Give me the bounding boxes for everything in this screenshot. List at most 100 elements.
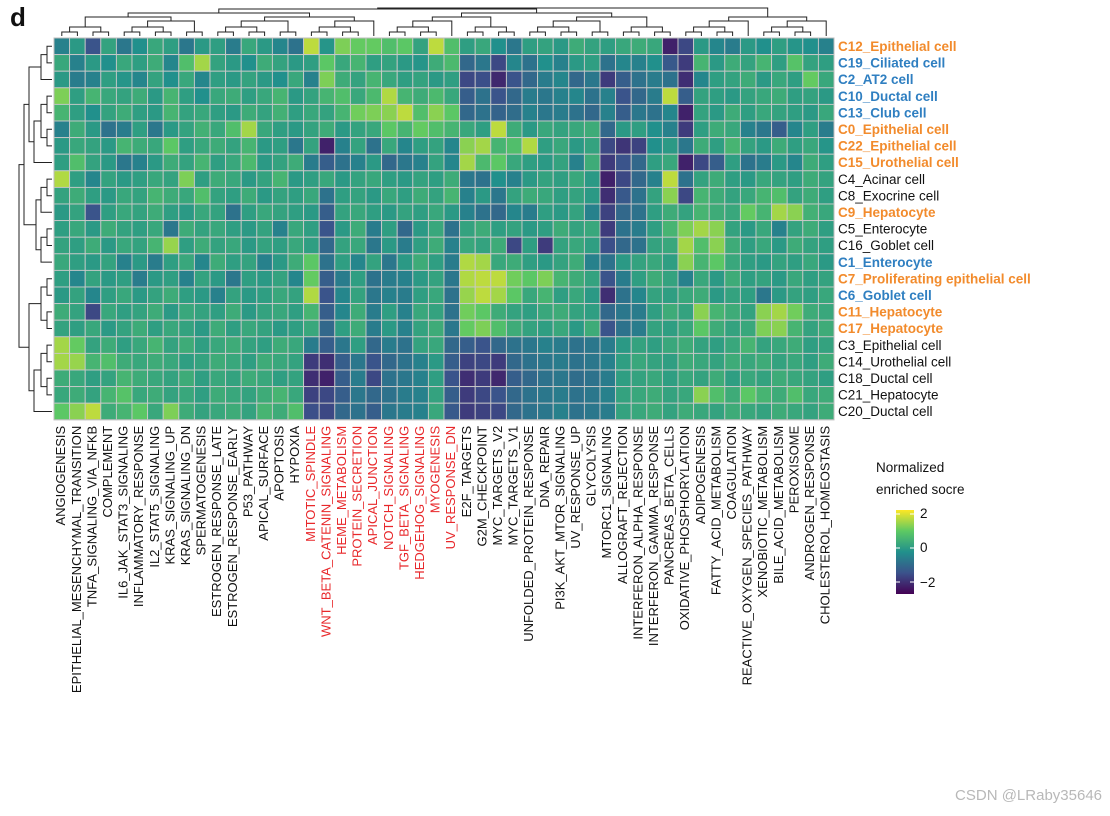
heatmap-cell	[443, 170, 461, 188]
heatmap-cell	[381, 402, 398, 421]
heatmap-cell	[318, 54, 336, 72]
dendrogram-branch	[69, 26, 102, 32]
dendrogram-branch	[537, 26, 570, 32]
heatmap-cell	[583, 236, 601, 255]
heatmap-cell	[505, 87, 523, 105]
heatmap-cell	[147, 87, 164, 105]
row-label: C6_Goblet cell	[838, 288, 932, 303]
heatmap-cell	[817, 220, 835, 238]
heatmap-cell	[381, 54, 398, 72]
heatmap-cell	[53, 369, 71, 388]
heatmap-cell	[693, 170, 710, 188]
heatmap-cell	[661, 402, 679, 421]
dendrogram-branch	[771, 26, 804, 32]
dendrogram-branch	[654, 31, 671, 36]
dendrogram-branch	[318, 26, 351, 32]
heatmap-cell	[131, 137, 149, 155]
heatmap-cell	[661, 286, 679, 305]
heatmap-cell	[381, 286, 398, 305]
dendrogram-branch	[685, 31, 702, 36]
heatmap-cell	[271, 303, 289, 321]
heatmap-cell	[599, 87, 617, 105]
heatmap-cell	[817, 153, 835, 172]
heatmap-cell	[755, 236, 773, 255]
heatmap-cell	[817, 87, 835, 105]
heatmap-cell	[724, 319, 741, 338]
heatmap-cell	[256, 386, 273, 404]
heatmap-cell	[271, 170, 289, 188]
heatmap-cell	[802, 120, 819, 139]
heatmap-cell	[84, 137, 102, 155]
heatmap-cell	[552, 203, 570, 222]
dendrogram-branch	[46, 95, 52, 114]
heatmap-cell	[240, 269, 258, 288]
heatmap-cell	[615, 103, 632, 122]
heatmap-cell	[349, 203, 367, 222]
column-label: INFLAMMATORY_RESPONSE	[131, 425, 146, 607]
heatmap-cell	[318, 186, 336, 205]
heatmap-cell	[334, 70, 351, 89]
heatmap-cell	[271, 269, 289, 288]
heatmap-cell	[100, 137, 117, 155]
heatmap-cell	[474, 87, 492, 105]
heatmap-cell	[365, 186, 383, 205]
heatmap-cell	[209, 170, 227, 188]
heatmap-cell	[178, 120, 195, 139]
heatmap-cell	[521, 70, 539, 89]
heatmap-cell	[84, 303, 102, 321]
heatmap-cell	[708, 137, 726, 155]
heatmap-cell	[552, 120, 570, 139]
column-label: DNA_REPAIR	[537, 426, 552, 508]
heatmap-cell	[537, 269, 554, 288]
heatmap-cell	[552, 137, 570, 155]
heatmap-cell	[69, 386, 86, 404]
heatmap-cell	[334, 220, 351, 238]
heatmap-cell	[755, 87, 773, 105]
heatmap-cell	[396, 220, 414, 238]
heatmap-cell	[147, 402, 164, 421]
heatmap-cell	[334, 236, 351, 255]
heatmap-cell	[365, 369, 383, 388]
heatmap-cell	[256, 369, 273, 388]
row-label: C9_Hepatocyte	[838, 205, 936, 220]
dendrogram-branch	[46, 377, 52, 396]
heatmap-cell	[693, 286, 710, 305]
heatmap-cell	[209, 70, 227, 89]
heatmap-cell	[162, 319, 180, 338]
heatmap-cell	[693, 352, 710, 371]
heatmap-cell	[583, 70, 601, 89]
heatmap-cell	[115, 386, 133, 404]
dendrogram-branch	[708, 20, 749, 36]
heatmap-cell	[599, 137, 617, 155]
heatmap-cell	[412, 286, 429, 305]
heatmap-cell	[53, 303, 71, 321]
heatmap-cell	[147, 253, 164, 271]
heatmap-cell	[396, 203, 414, 222]
dendrogram-branch	[84, 16, 172, 27]
column-label: INTERFERON_ALPHA_RESPONSE	[630, 425, 645, 639]
heatmap-cell	[459, 153, 476, 172]
heatmap-cell	[583, 120, 601, 139]
heatmap-cell	[661, 70, 679, 89]
heatmap-cell	[240, 170, 258, 188]
heatmap-cell	[755, 203, 773, 222]
heatmap-cell	[69, 253, 86, 271]
heatmap-cell	[225, 54, 242, 72]
heatmap-cell	[240, 402, 258, 421]
heatmap-cell	[505, 203, 523, 222]
heatmap-cell	[583, 303, 601, 321]
heatmap-cell	[69, 336, 86, 354]
heatmap-cell	[334, 269, 351, 288]
heatmap-cell	[287, 220, 305, 238]
heatmap-cell	[755, 37, 773, 56]
column-label: NOTCH_SIGNALING	[381, 426, 396, 550]
heatmap-cell	[349, 369, 367, 388]
heatmap-cell	[646, 170, 663, 188]
heatmap-cell	[537, 37, 554, 56]
row-label: C22_Epithelial cell	[838, 139, 957, 154]
heatmap-cell	[724, 286, 741, 305]
heatmap-cell	[131, 153, 149, 172]
heatmap-cell	[552, 319, 570, 338]
heatmap-cell	[583, 203, 601, 222]
